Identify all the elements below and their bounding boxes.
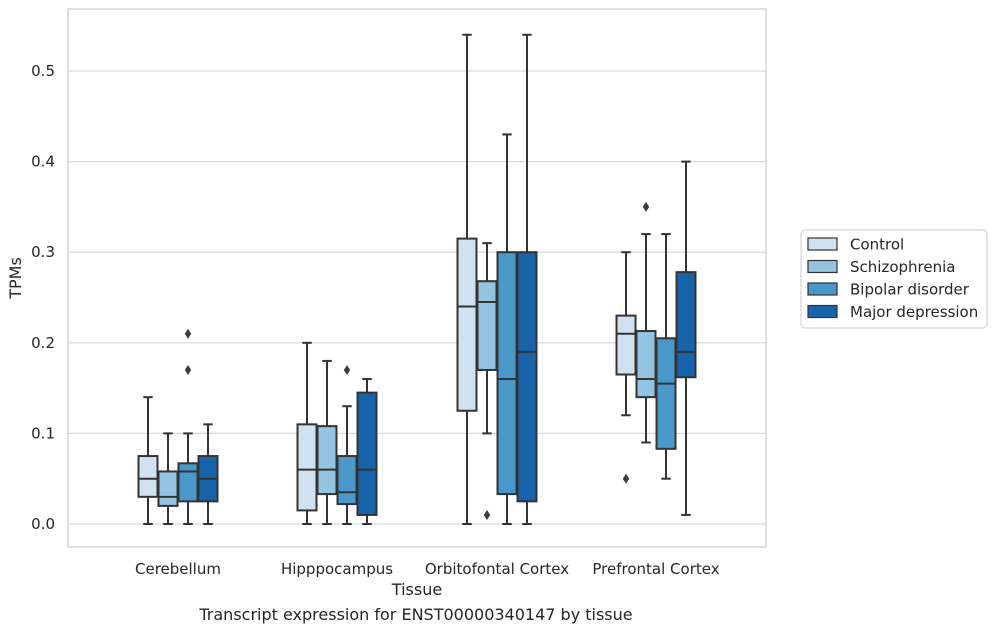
box-0-0	[137, 396, 159, 525]
chart-caption: Transcript expression for ENST0000034014…	[199, 605, 633, 624]
x-tick-label: Prefrontal Cortex	[592, 560, 719, 578]
outlier-marker	[622, 473, 630, 484]
y-tick-label: 0.1	[31, 424, 55, 442]
outlier-marker	[642, 201, 650, 212]
box-iqr	[356, 391, 378, 516]
x-tick-label: Cerebellum	[135, 560, 221, 578]
plot-frame	[67, 8, 767, 548]
box-iqr	[476, 280, 498, 371]
grid-lines	[68, 70, 766, 525]
y-axis-label: TPMs	[6, 257, 25, 300]
legend-item: Bipolar disorder	[807, 281, 970, 299]
box-iqr	[316, 425, 338, 496]
box-1-2	[336, 364, 358, 525]
legend-swatch	[807, 304, 838, 319]
box-1-1	[316, 359, 338, 525]
x-tick-label: Orbitofontal Cortex	[425, 560, 569, 578]
box-iqr	[157, 470, 179, 507]
legend-label: Bipolar disorder	[850, 281, 970, 299]
y-tick-label: 0.4	[31, 153, 55, 171]
box-0-3	[197, 423, 219, 525]
legend-label: Schizophrenia	[850, 258, 955, 276]
box-iqr	[615, 314, 637, 376]
box-0-1	[157, 432, 179, 525]
box-iqr	[655, 337, 677, 450]
box-iqr	[675, 271, 697, 379]
legend-swatch	[807, 237, 838, 251]
box-0-2	[177, 328, 199, 525]
box-1-3	[356, 378, 378, 525]
x-axis-label: Tissue	[391, 580, 442, 599]
x-tick-label: Hipppocampus	[281, 560, 393, 578]
box-iqr	[177, 462, 199, 503]
outlier-marker	[483, 509, 491, 520]
legend-swatch	[807, 259, 838, 274]
outlier-marker	[343, 364, 351, 375]
legend-frame	[800, 229, 988, 329]
legend-swatch	[807, 282, 838, 296]
outlier-marker	[184, 328, 192, 339]
outlier-marker	[184, 364, 192, 375]
box-2-2	[496, 133, 518, 525]
y-tick-label: 0.5	[31, 62, 55, 80]
box-iqr	[496, 251, 518, 496]
legend-label: Major depression	[850, 303, 978, 321]
box-iqr	[137, 455, 159, 498]
y-tick-label: 0.2	[31, 334, 55, 352]
box-iqr	[296, 423, 318, 512]
legend-items: Control Schizophrenia Bipolar disorder Majo…	[807, 236, 978, 321]
box-iqr	[456, 237, 478, 412]
box-iqr	[635, 330, 657, 399]
box-iqr	[516, 251, 538, 503]
y-tick-label: 0.0	[31, 515, 55, 533]
box-iqr	[336, 455, 358, 506]
box-2-0	[456, 33, 478, 525]
box-2-1	[476, 242, 498, 520]
legend-item: Control	[807, 236, 904, 254]
y-tick-labels: 0.0 0.1 0.2 0.3 0.4 0.5	[31, 62, 55, 533]
box-1-0	[296, 341, 318, 525]
box-3-2	[655, 233, 677, 480]
x-tick-labels: Cerebellum Hipppocampus Orbitofontal Corte…	[135, 560, 720, 578]
box-groups	[137, 33, 697, 525]
legend: Control Schizophrenia Bipolar disorder Majo…	[800, 229, 988, 329]
legend-label: Control	[850, 236, 904, 254]
y-tick-label: 0.3	[31, 243, 55, 261]
legend-item: Major depression	[807, 303, 978, 321]
box-3-1	[635, 201, 657, 444]
box-3-3	[675, 160, 697, 516]
legend-item: Schizophrenia	[807, 258, 955, 276]
box-3-0	[615, 251, 637, 484]
box-2-3	[516, 33, 538, 525]
